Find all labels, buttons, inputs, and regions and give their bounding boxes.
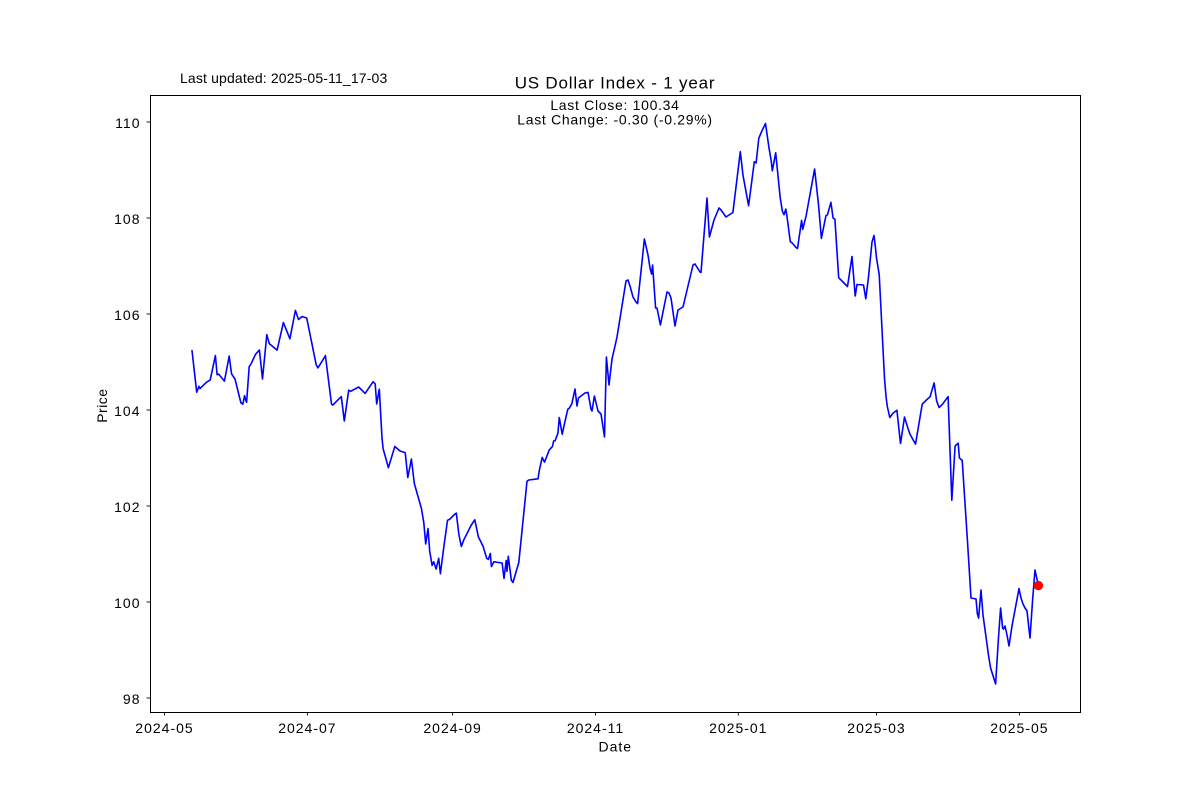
svg-text:Date: Date xyxy=(599,738,633,754)
svg-text:104: 104 xyxy=(114,403,140,419)
svg-text:102: 102 xyxy=(114,499,140,515)
svg-text:98: 98 xyxy=(123,691,141,707)
svg-text:2024-05: 2024-05 xyxy=(135,720,193,736)
svg-text:Last Close: 100.34: Last Close: 100.34 xyxy=(550,97,679,113)
svg-text:110: 110 xyxy=(115,115,140,131)
svg-text:2024-11: 2024-11 xyxy=(567,720,624,736)
svg-text:US Dollar Index - 1 year: US Dollar Index - 1 year xyxy=(515,73,716,92)
svg-text:2024-07: 2024-07 xyxy=(278,720,336,736)
svg-text:Last Change: -0.30 (-0.29%): Last Change: -0.30 (-0.29%) xyxy=(517,112,713,128)
svg-text:100: 100 xyxy=(114,595,140,611)
svg-text:Last updated: 2025-05-11_17-03: Last updated: 2025-05-11_17-03 xyxy=(180,70,387,86)
svg-text:Price: Price xyxy=(94,388,110,422)
svg-text:106: 106 xyxy=(114,307,140,323)
svg-text:2025-01: 2025-01 xyxy=(709,720,767,736)
svg-text:2025-05: 2025-05 xyxy=(990,720,1048,736)
svg-text:2024-09: 2024-09 xyxy=(423,720,481,736)
svg-text:108: 108 xyxy=(114,211,140,227)
svg-text:2025-03: 2025-03 xyxy=(847,720,905,736)
